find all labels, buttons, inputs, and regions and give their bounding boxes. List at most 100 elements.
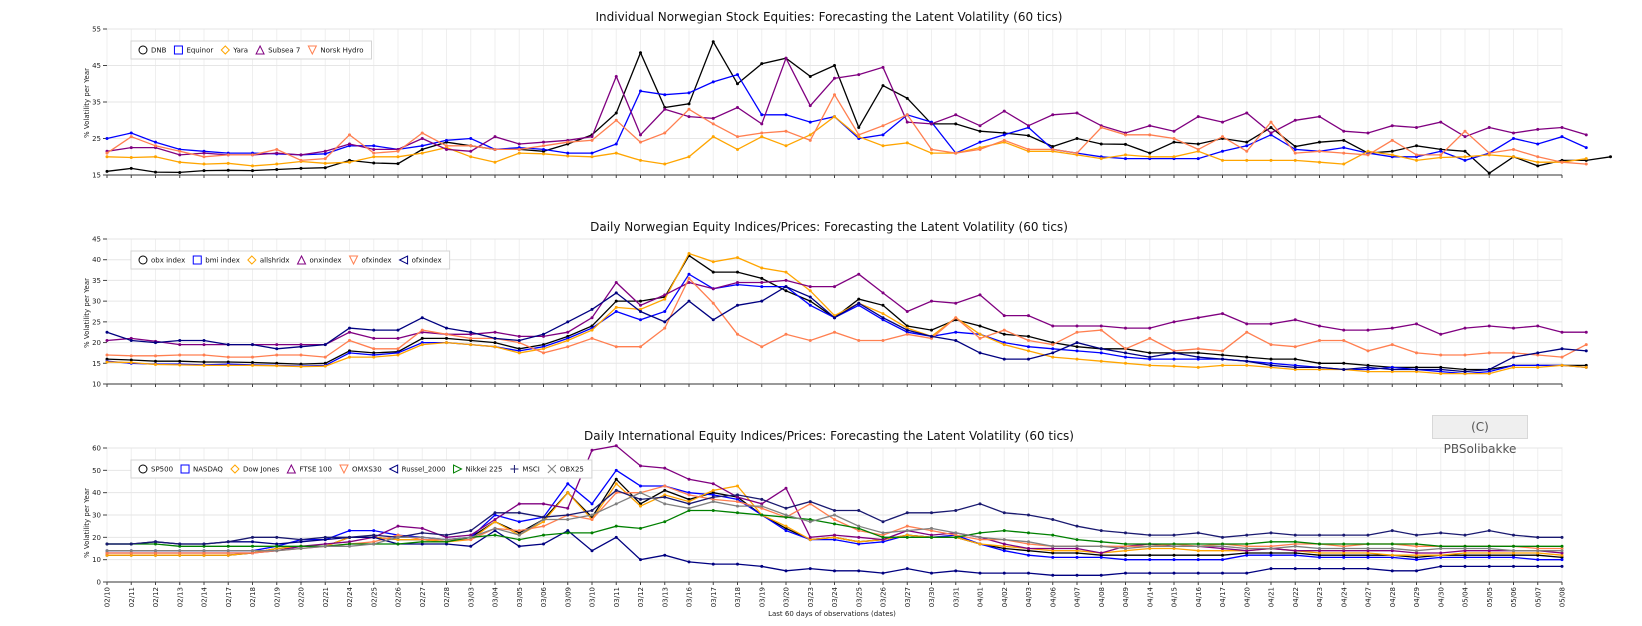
data-point (1415, 365, 1418, 369)
data-point (736, 511, 739, 515)
data-point (1415, 126, 1418, 130)
data-point (711, 491, 715, 495)
data-point (784, 270, 788, 274)
x-tick-label: 05/07 (1534, 587, 1542, 607)
data-point (663, 553, 667, 557)
data-point (833, 285, 836, 289)
data-point (1293, 553, 1297, 557)
data-point (517, 529, 521, 533)
y-tick-label: 10 (92, 556, 101, 564)
data-point (469, 336, 473, 340)
data-point (736, 332, 739, 336)
y-tick-label: 25 (92, 318, 101, 326)
data-point (1099, 555, 1103, 559)
data-point (226, 343, 230, 347)
legend-marker (388, 464, 399, 474)
data-point (542, 347, 545, 351)
data-point (736, 283, 739, 287)
x-tick-label: 04/01 (977, 587, 985, 607)
data-point (930, 571, 933, 575)
data-point (760, 266, 764, 270)
data-point (1415, 553, 1418, 557)
data-point (1196, 316, 1200, 320)
data-point (590, 307, 594, 311)
data-point (954, 531, 958, 535)
data-point (711, 318, 715, 322)
data-point (930, 526, 933, 530)
data-point (639, 51, 642, 55)
data-point (857, 569, 861, 573)
data-point (129, 131, 133, 135)
data-point (469, 332, 473, 336)
data-point (469, 155, 473, 159)
legend-label: MSCI (522, 466, 539, 474)
data-point (1439, 544, 1443, 548)
data-point (420, 531, 424, 535)
x-tick-label: 03/30 (928, 587, 936, 607)
data-point (1439, 370, 1443, 374)
data-point (1390, 549, 1394, 553)
data-point (1245, 544, 1249, 548)
data-point (1487, 372, 1491, 376)
data-point (323, 157, 327, 161)
data-point (1487, 553, 1491, 557)
data-point (1269, 343, 1273, 347)
data-point (105, 357, 109, 361)
data-point (469, 137, 473, 140)
data-point (687, 560, 691, 564)
x-tick-label: 02/13 (176, 587, 184, 607)
data-point (323, 343, 327, 347)
data-point (1536, 324, 1540, 328)
data-point (736, 497, 739, 501)
data-point (105, 353, 109, 357)
data-point (178, 353, 182, 357)
data-point (226, 161, 230, 165)
data-point (154, 354, 157, 358)
legend-marker (296, 254, 307, 265)
x-tick-label: 02/27 (419, 587, 427, 607)
legend-label: OMXS30 (352, 466, 382, 474)
data-point (566, 339, 570, 342)
data-point (905, 332, 909, 336)
data-point (1487, 555, 1491, 559)
data-point (1148, 533, 1152, 537)
data-point (614, 491, 618, 495)
data-point (420, 538, 424, 542)
data-point (978, 332, 982, 336)
y-tick-label: 30 (92, 512, 101, 520)
data-point (178, 149, 182, 153)
data-point (784, 506, 788, 510)
data-point (1172, 351, 1176, 355)
data-point (1318, 149, 1321, 153)
data-point (105, 137, 109, 140)
data-point (978, 147, 982, 151)
data-point (614, 299, 618, 303)
data-point (226, 549, 230, 553)
y-tick-label: 60 (92, 445, 101, 453)
data-point (1439, 553, 1443, 557)
data-point (299, 362, 303, 366)
data-point (1366, 365, 1370, 369)
data-point (1390, 138, 1394, 142)
data-point (954, 301, 958, 305)
data-point (978, 293, 982, 297)
series-obx25 (105, 491, 1564, 553)
data-point (323, 538, 327, 542)
data-point (614, 482, 618, 486)
data-point (226, 551, 230, 555)
data-point (1245, 149, 1249, 153)
data-point (1172, 544, 1176, 548)
data-point (1148, 355, 1152, 359)
data-point (736, 82, 739, 86)
data-point (154, 341, 157, 345)
data-point (1245, 111, 1249, 115)
legend-marker (348, 255, 359, 266)
data-point (639, 140, 642, 144)
x-tick-label: 02/10 (104, 587, 112, 607)
data-point (178, 363, 182, 367)
legend-label: Subsea 7 (268, 47, 300, 55)
data-point (1560, 535, 1564, 539)
data-point (905, 113, 909, 117)
data-point (760, 299, 764, 303)
data-point (299, 547, 303, 550)
